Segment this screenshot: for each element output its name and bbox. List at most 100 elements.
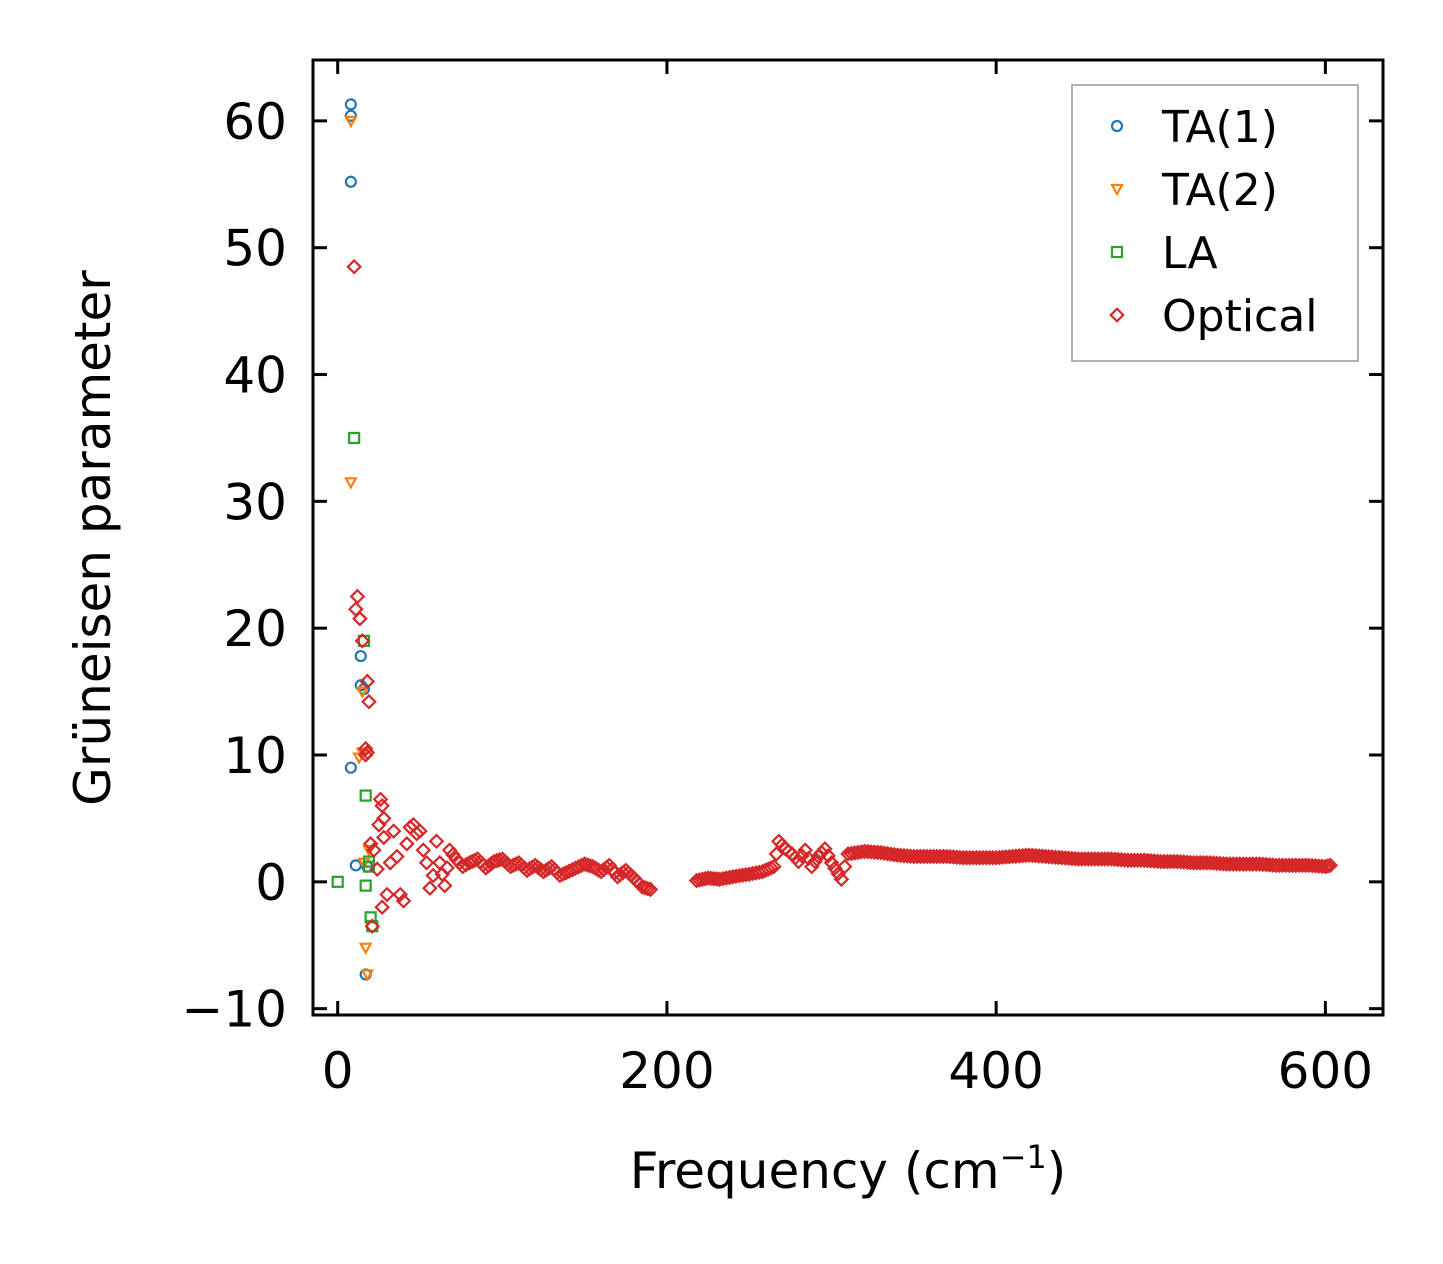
data-point — [820, 848, 837, 864]
y-axis-title: Grüneisen parameter — [64, 270, 122, 806]
data-point — [374, 899, 390, 916]
data-point — [1274, 857, 1291, 874]
data-point — [1225, 856, 1242, 872]
data-point — [366, 842, 382, 858]
data-point — [382, 855, 399, 871]
data-point — [1011, 848, 1028, 864]
data-point — [1126, 852, 1143, 869]
data-point — [359, 789, 372, 802]
data-point — [866, 844, 883, 860]
data-point — [439, 860, 455, 876]
data-point — [375, 829, 392, 846]
data-point — [524, 859, 541, 875]
x-tick-label: 0 — [322, 1042, 354, 1100]
data-point — [1212, 855, 1228, 872]
data-point — [1314, 858, 1330, 875]
data-point — [703, 870, 719, 887]
data-point — [445, 846, 461, 863]
data-point — [428, 833, 445, 850]
data-point — [395, 893, 412, 909]
data-point — [348, 431, 361, 445]
data-point — [688, 872, 705, 889]
data-point — [691, 872, 708, 888]
data-point — [343, 115, 358, 129]
data-point — [731, 867, 748, 884]
data-point — [1017, 847, 1034, 864]
data-point — [1195, 855, 1212, 871]
data-point — [994, 849, 1011, 866]
data-point — [1291, 857, 1307, 874]
x-tick-label: 400 — [948, 1042, 1043, 1100]
data-point — [760, 861, 776, 877]
data-point — [1113, 851, 1130, 868]
plot-marks — [331, 98, 1339, 982]
data-point — [978, 849, 995, 866]
data-point — [1031, 848, 1047, 864]
x-tick-label: 600 — [1278, 1042, 1373, 1100]
data-point — [1192, 855, 1209, 871]
data-point — [1159, 853, 1176, 870]
data-point — [415, 842, 432, 858]
data-point — [389, 848, 405, 865]
data-point — [1146, 853, 1162, 869]
legend-marker-optical — [1109, 307, 1125, 323]
legend-marker-ta-2- — [1110, 183, 1124, 197]
data-point — [1162, 853, 1179, 870]
data-point — [385, 823, 402, 839]
data-point — [846, 845, 863, 861]
data-point — [357, 747, 374, 763]
data-point — [639, 880, 656, 897]
data-point — [787, 849, 804, 866]
y-tick-label: 20 — [223, 600, 287, 658]
data-point — [418, 855, 435, 871]
data-point — [352, 610, 368, 627]
data-point — [833, 871, 850, 888]
data-point — [344, 98, 357, 111]
data-point — [354, 649, 367, 663]
x-tick-label: 200 — [619, 1042, 714, 1100]
legend-label: TA(2) — [1161, 165, 1278, 216]
legend: TA(1) TA(2) LA Optical — [1071, 84, 1359, 362]
data-point — [715, 870, 731, 887]
data-point — [379, 886, 395, 903]
plot-frame — [311, 58, 1385, 1017]
data-point — [899, 848, 916, 864]
data-point — [357, 740, 374, 757]
data-point — [344, 175, 357, 188]
y-tick-label: −10 — [181, 981, 287, 1039]
data-point — [399, 835, 415, 852]
data-point — [1241, 856, 1258, 872]
data-point — [349, 859, 362, 872]
data-point — [768, 846, 785, 862]
data-point — [642, 881, 659, 898]
data-point — [354, 633, 371, 649]
data-point — [346, 258, 362, 275]
data-point — [912, 848, 929, 865]
data-point — [364, 918, 381, 935]
series-la — [331, 431, 379, 933]
data-point — [541, 860, 557, 877]
data-point — [331, 875, 344, 888]
data-point — [508, 856, 524, 872]
data-point — [1077, 851, 1093, 867]
data-point — [408, 825, 425, 842]
data-point — [882, 846, 899, 862]
data-point — [360, 969, 375, 982]
data-point — [567, 860, 584, 877]
data-point — [962, 849, 978, 866]
data-point — [1096, 851, 1113, 867]
data-point — [422, 880, 438, 896]
data-point — [929, 848, 945, 865]
data-point — [344, 761, 357, 774]
y-tick-label: 60 — [223, 93, 287, 151]
data-point — [355, 686, 370, 699]
y-tick-label: 0 — [255, 854, 287, 912]
y-tick-label: 10 — [223, 727, 287, 785]
data-point — [359, 673, 376, 690]
data-point — [579, 857, 596, 873]
data-point — [948, 849, 965, 866]
data-point — [590, 862, 607, 878]
data-point — [744, 865, 761, 882]
data-point — [392, 886, 409, 903]
